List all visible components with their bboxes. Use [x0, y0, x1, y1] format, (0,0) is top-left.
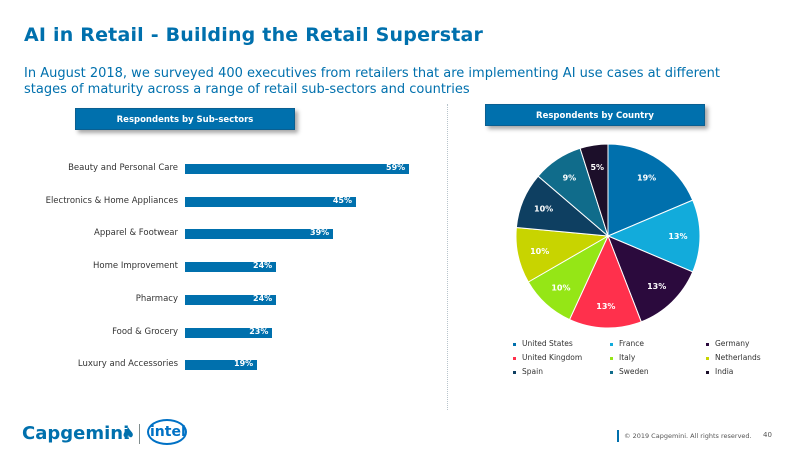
legend-label: United Kingdom — [522, 353, 583, 362]
copyright: © 2019 Capgemini. All rights reserved. — [624, 432, 752, 440]
legend-item: India — [706, 367, 733, 376]
bar-value-label: 24% — [253, 261, 273, 271]
pie-value-label: 19% — [637, 174, 656, 183]
bar-value-label: 24% — [253, 293, 273, 303]
bar-value-label: 59% — [386, 163, 406, 172]
bar-category-label: Home Improvement — [93, 261, 178, 272]
pie-value-label: 9% — [563, 174, 577, 183]
legend-label: Italy — [619, 353, 636, 362]
bar: 19% — [185, 359, 258, 371]
legend-label: United States — [522, 339, 573, 348]
bar-category-label: Electronics & Home Appliances — [45, 195, 178, 206]
bar-value-label: 19% — [234, 359, 254, 369]
country-header: Respondents by Country — [485, 104, 705, 126]
pie-slice — [607, 235, 694, 323]
bar-value-label: 39% — [310, 228, 330, 238]
pie-value-label: 13% — [647, 282, 666, 291]
legend-swatch — [610, 342, 613, 346]
capgemini-spade-icon: ♠ — [121, 424, 136, 443]
legend-item: United States — [513, 339, 573, 348]
legend-swatch — [610, 356, 613, 360]
bar-value-label: 45% — [332, 195, 352, 205]
page-title: AI in Retail - Building the Retail Super… — [24, 24, 484, 46]
pie-slice — [579, 143, 609, 237]
bar-value-label: 23% — [249, 326, 269, 336]
capgemini-logo: Capgemini — [22, 423, 130, 444]
country-pie-chart: 19% 13% 13% 13% 10% 10% 10% 9% 5% — [515, 143, 701, 329]
legend-label: Spain — [522, 367, 543, 376]
legend-swatch — [513, 370, 516, 374]
legend-label: France — [619, 339, 644, 348]
legend-swatch — [513, 342, 516, 346]
bar-category-label: Apparel & Footwear — [94, 228, 178, 239]
intel-logo-ring — [147, 419, 187, 445]
intel-logo: intel — [150, 424, 186, 440]
logo-separator — [139, 424, 140, 444]
legend-label: Sweden — [619, 367, 649, 376]
bar-category-label: Beauty and Personal Care — [68, 163, 178, 173]
pie-value-label: 13% — [596, 302, 615, 311]
pie-slice — [606, 199, 701, 273]
legend-label: India — [715, 367, 734, 376]
footer-accent — [617, 430, 619, 442]
legend-item: Sweden — [610, 367, 649, 376]
bar: 24% — [185, 261, 277, 273]
bar: 23% — [185, 326, 273, 338]
bar-category-label: Food & Grocery — [112, 326, 178, 337]
page-number: 40 — [763, 431, 772, 439]
pie-slice — [607, 143, 694, 237]
legend-label: Netherlands — [715, 353, 761, 362]
legend-swatch — [610, 370, 613, 374]
pie-value-label: 13% — [668, 232, 687, 241]
bar: 24% — [185, 293, 277, 305]
legend-swatch — [513, 356, 516, 360]
legend-swatch — [706, 356, 709, 360]
legend-label: Germany — [715, 339, 750, 348]
legend-swatch — [706, 370, 709, 374]
pie-value-label: 10% — [534, 205, 553, 214]
bar-category-label: Pharmacy — [135, 293, 178, 304]
bar: 45% — [185, 195, 356, 207]
legend-item: France — [610, 339, 644, 348]
legend-item: United Kingdom — [513, 353, 582, 362]
legend-item: Italy — [610, 353, 635, 362]
pie-slice — [568, 234, 642, 329]
bar: 39% — [185, 228, 334, 240]
legend-item: Netherlands — [706, 353, 761, 362]
legend-item: Spain — [513, 367, 543, 376]
pie-value-label: 10% — [551, 284, 570, 293]
sub-sectors-header: Respondents by Sub-sectors — [75, 108, 295, 130]
legend-swatch — [706, 342, 709, 346]
pie-value-label: 10% — [530, 247, 549, 256]
bar-category-label: Luxury and Accessories — [77, 359, 178, 370]
pie-value-label: 5% — [590, 163, 604, 172]
legend-item: Germany — [706, 339, 749, 348]
bar: 59% — [185, 163, 410, 174]
page-subtitle: In August 2018, we surveyed 400 executiv… — [24, 66, 721, 97]
section-divider — [447, 104, 448, 410]
